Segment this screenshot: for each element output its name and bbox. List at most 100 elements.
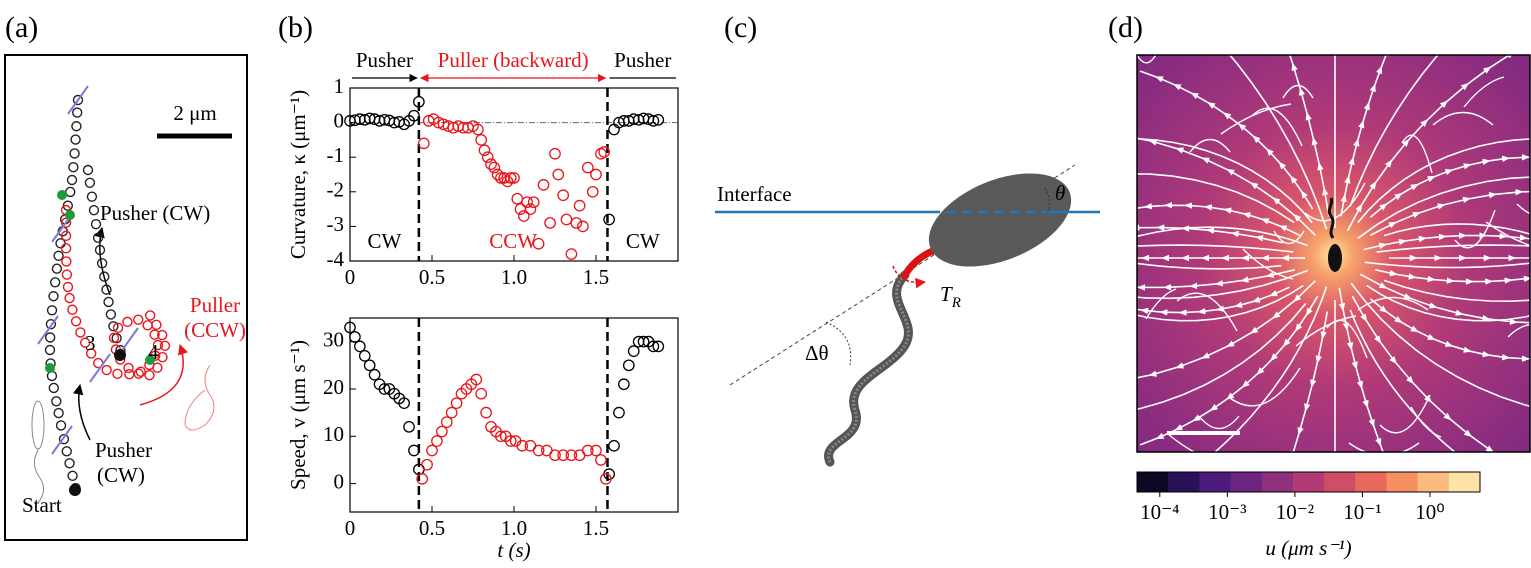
data-point xyxy=(435,425,448,438)
trajectory-dot xyxy=(135,366,146,377)
data-point xyxy=(445,406,458,419)
orientation-tick xyxy=(51,425,73,455)
streamline xyxy=(1167,433,1196,452)
x-tick-label: 1.5 xyxy=(583,265,609,289)
data-point xyxy=(603,213,615,226)
data-point xyxy=(521,196,533,209)
data-point xyxy=(368,368,381,381)
streamline xyxy=(1245,311,1329,452)
streamline xyxy=(1295,315,1357,347)
data-point xyxy=(488,161,501,174)
trajectory-dot xyxy=(94,244,106,256)
x-axis-label: t (s) xyxy=(497,538,530,562)
streamline xyxy=(1137,286,1290,316)
data-point xyxy=(363,359,376,372)
streamline xyxy=(1375,265,1530,285)
y-tick-label: -1 xyxy=(327,143,345,167)
orientation-tick xyxy=(67,85,89,115)
trajectory-dot xyxy=(66,174,78,186)
colorbar-bin xyxy=(1355,472,1387,492)
trajectory-dot xyxy=(86,191,98,202)
data-point xyxy=(417,137,430,150)
scale-label: 2 μm xyxy=(173,101,216,125)
colorbar-bin xyxy=(1230,472,1263,492)
arrow xyxy=(73,383,91,441)
data-point xyxy=(622,359,635,372)
trajectory-dot xyxy=(108,332,120,344)
data-point xyxy=(524,203,537,215)
data-point xyxy=(565,248,578,260)
cell-sketch xyxy=(184,364,215,431)
event-dot xyxy=(69,484,81,496)
torque-label: TR xyxy=(940,282,961,312)
y-tick-label: 0 xyxy=(334,108,345,132)
theta-label: θ xyxy=(1055,181,1065,205)
colorbar-tick-label: 10⁻¹ xyxy=(1343,500,1381,524)
swimmer-flagellum xyxy=(1327,197,1335,239)
cell-sketch xyxy=(34,449,44,504)
angle-arc xyxy=(1044,187,1050,213)
data-point xyxy=(398,397,410,410)
orientation-tick xyxy=(37,315,59,345)
data-point xyxy=(416,473,429,485)
annotation: Pusher xyxy=(95,438,152,462)
event-dot xyxy=(57,190,67,200)
streamline xyxy=(1383,223,1530,237)
streamline xyxy=(1145,288,1177,320)
trajectory-dot xyxy=(112,322,124,334)
panel-label: (d) xyxy=(1108,11,1143,44)
trajectory-dot xyxy=(72,107,83,118)
flagellum-texture xyxy=(827,273,910,463)
colorbar-bin xyxy=(1324,472,1356,492)
trajectory-dot xyxy=(58,433,70,445)
trajectory-dot xyxy=(133,368,144,379)
phase-label: Pusher xyxy=(614,48,671,72)
data-point xyxy=(647,340,660,353)
data-point xyxy=(508,172,520,184)
trajectory-dot xyxy=(53,407,64,419)
streamline xyxy=(1229,367,1301,407)
colorbar-bin xyxy=(1137,472,1169,492)
trajectory-dot xyxy=(51,263,63,274)
data-point xyxy=(485,158,497,170)
trajectory-dot xyxy=(82,164,94,176)
data-point xyxy=(475,387,488,400)
trajectory-dot xyxy=(159,340,171,351)
torque-arrow xyxy=(892,265,927,289)
rotation-label: CW xyxy=(626,229,660,253)
plot-frame xyxy=(349,317,679,513)
streamline xyxy=(1189,138,1231,153)
interface-label: Interface xyxy=(717,182,792,206)
trajectory-dot xyxy=(75,327,86,338)
orientation-tick xyxy=(89,353,111,383)
hook xyxy=(901,246,939,279)
data-point xyxy=(532,444,545,457)
streamline xyxy=(1198,415,1240,430)
streamline xyxy=(1401,134,1433,174)
trajectory-dot xyxy=(88,205,100,216)
y-tick-label: 1 xyxy=(334,74,345,98)
data-point xyxy=(408,109,420,122)
trajectory-dot xyxy=(122,316,133,328)
y-tick-label: -3 xyxy=(327,212,345,236)
colorbar-bin xyxy=(1199,472,1232,492)
flagellum xyxy=(824,270,913,467)
trajectory-dot xyxy=(152,339,164,351)
data-point xyxy=(647,115,660,127)
streamline xyxy=(1485,221,1530,247)
data-point xyxy=(570,217,583,229)
streamline xyxy=(1242,248,1294,280)
colorbar-bin xyxy=(1386,472,1419,492)
streamline xyxy=(1326,319,1368,359)
data-point xyxy=(549,449,561,462)
colorbar-frame xyxy=(1136,471,1481,493)
data-point xyxy=(470,373,483,386)
data-point xyxy=(353,340,366,353)
data-point xyxy=(480,406,492,419)
colorbar-tick-label: 10⁻² xyxy=(1276,500,1314,524)
streamline xyxy=(1357,296,1429,311)
streamline xyxy=(1454,209,1496,249)
data-point xyxy=(627,345,640,357)
data-point xyxy=(577,220,589,233)
